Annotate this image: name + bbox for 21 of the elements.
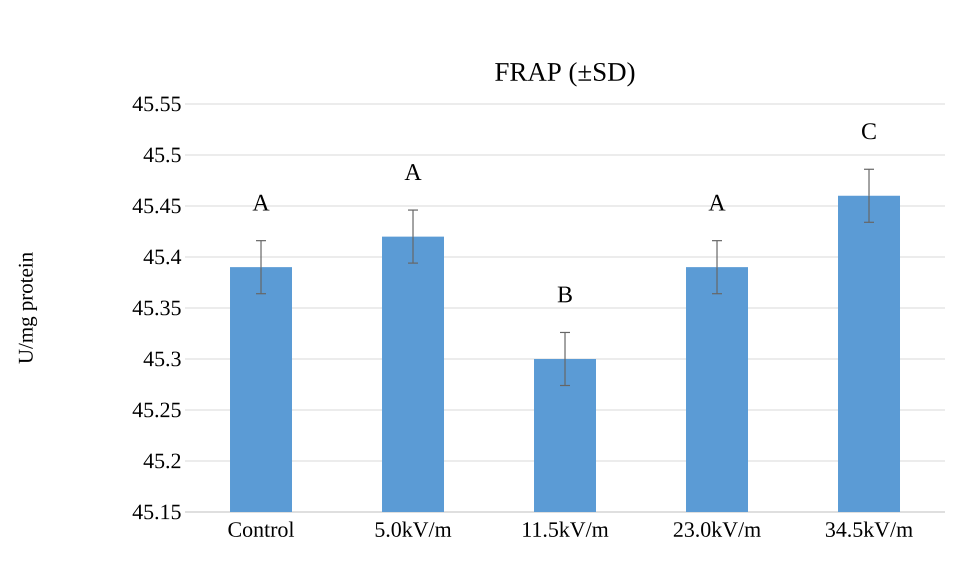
annotation: B (558, 286, 572, 302)
y-tick-label: 45.4 (144, 250, 182, 264)
annotation: C (862, 123, 876, 140)
y-tick-label: 45.55 (132, 96, 181, 112)
y-tick-label: 45.15 (132, 504, 181, 520)
y-tick-label: 45.2 (144, 454, 180, 468)
annotation: A (708, 194, 726, 211)
y-tick-label: 45.45 (132, 198, 181, 214)
annotation: A (404, 164, 422, 180)
x-tick-label: 11.5kV/m (523, 522, 608, 538)
x-tick-label: 5.0kV/m (376, 522, 452, 538)
y-tick-label: 45.3 (144, 352, 181, 366)
y-tick-label: 45.35 (132, 300, 181, 316)
x-tick-label: Control (228, 522, 294, 537)
annotation: A (252, 194, 270, 211)
y-tick-label: 45.25 (132, 402, 181, 418)
y-tick-label: 45.5 (144, 148, 181, 162)
y-axis-title: U/mg protein (18, 252, 38, 364)
chart-title: FRAP (±SD) (495, 62, 634, 86)
x-tick-label: 34.5kV/m (826, 522, 913, 538)
x-tick-label: 23.0kV/m (674, 522, 761, 538)
